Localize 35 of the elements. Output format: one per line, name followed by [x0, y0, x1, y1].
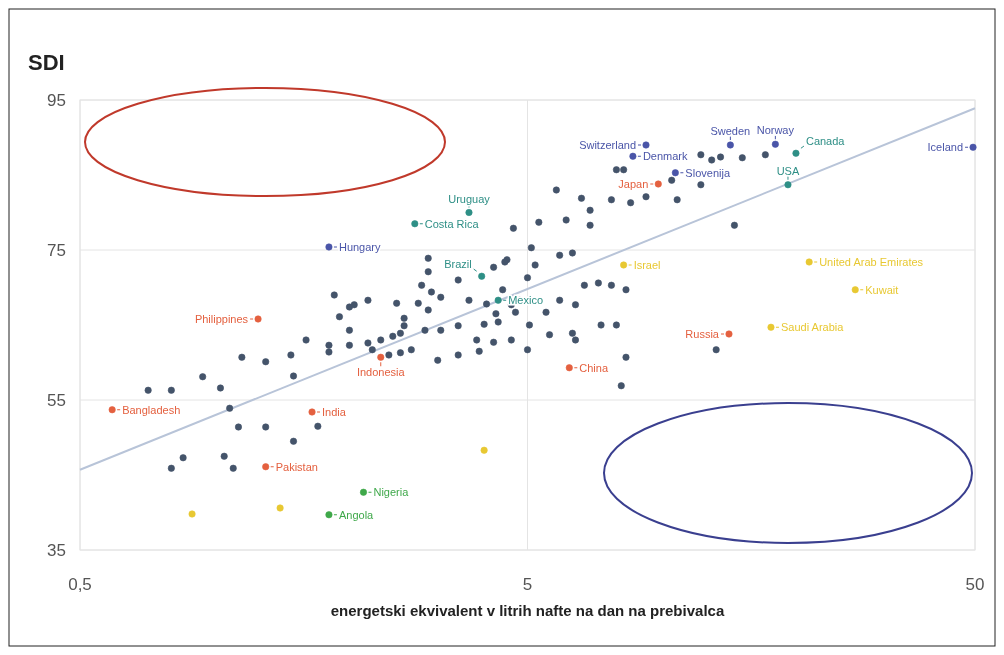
annotation: Saudi Arabia: [780, 321, 845, 334]
annotation: Bangladesh: [122, 403, 181, 416]
y-tick-label: 55: [47, 391, 66, 410]
annotation: Nigeria: [373, 486, 410, 499]
annotation: Norway: [756, 124, 795, 137]
annotation: Indonesia: [356, 366, 406, 379]
y-tick-label: 75: [47, 241, 66, 260]
annotation: Angola: [338, 508, 375, 521]
annotation: India: [322, 406, 347, 418]
annotation: Russia: [685, 328, 720, 340]
annotation: Sweden: [710, 125, 751, 137]
annotation: Japan: [618, 178, 649, 190]
y-tick-label: 95: [47, 91, 66, 110]
annotation: Canada: [805, 135, 846, 148]
annotation: Hungary: [338, 241, 382, 253]
annotation: Costa Rica: [424, 217, 480, 230]
annotation: Switzerland: [579, 139, 637, 151]
y-tick-label: 35: [47, 541, 66, 560]
x-axis-title: energetski ekvivalent v litrih nafte na dan na prebivalca: [330, 602, 725, 619]
annotation: Philippines: [194, 313, 249, 325]
annotation: Israel: [633, 259, 661, 271]
annotation: Uruguay: [448, 192, 491, 205]
annotation: United Arab Emirates: [819, 256, 924, 268]
x-tick-label: 50: [965, 575, 985, 594]
annotation: USA: [776, 164, 800, 177]
chart-title: SDI: [28, 50, 65, 75]
annotation: Iceland: [927, 141, 964, 154]
x-tick-label: 5: [522, 575, 533, 594]
annotation: China: [579, 361, 609, 374]
annotation: Denmark: [642, 150, 689, 163]
annotation: Pakistan: [275, 460, 318, 473]
annotation: Brazil: [444, 258, 472, 271]
annotation: Slovenija: [685, 166, 731, 179]
annotation: Kuwait: [865, 283, 899, 296]
x-tick-label: 0,5: [68, 575, 92, 594]
